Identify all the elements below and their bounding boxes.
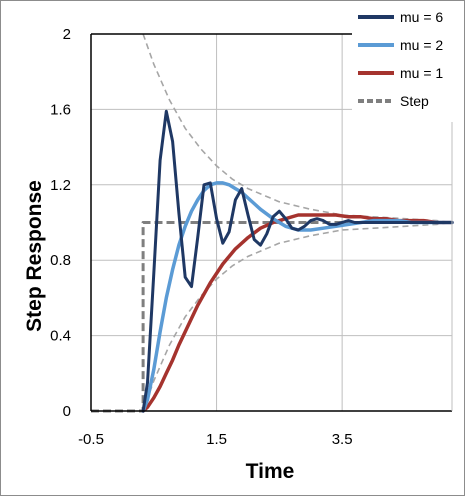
- y-tick-label: 2: [63, 26, 71, 43]
- legend-label-mu1: mu = 1: [400, 65, 443, 81]
- y-tick-label: 0: [63, 403, 71, 420]
- y-tick-label: 1.6: [50, 101, 71, 118]
- x-axis-title: Time: [246, 460, 295, 483]
- legend-label-mu6: mu = 6: [400, 9, 443, 25]
- legend-label-step: Step: [400, 93, 429, 109]
- series-line-mu6: [141, 109, 454, 413]
- x-tick-label: 3.5: [332, 431, 353, 448]
- legend: mu = 6 mu = 2 mu = 1 Step: [352, 2, 460, 122]
- legend-label-mu2: mu = 2: [400, 37, 443, 53]
- y-tick-label: 0.8: [50, 252, 71, 269]
- tick-labels: 0 0.4 0.8 1.2 1.6 2 -0.5 1.5 3.5: [50, 26, 352, 448]
- x-tick-label: -0.5: [78, 431, 104, 448]
- y-tick-label: 0.4: [50, 328, 71, 345]
- envelope-upper-line: [142, 33, 453, 224]
- y-tick-label: 1.2: [50, 177, 71, 194]
- y-axis-title: Step Response: [23, 180, 46, 332]
- envelope-lower-line: [142, 221, 453, 412]
- x-tick-label: 1.5: [206, 431, 227, 448]
- series-line-mu2: [141, 181, 454, 413]
